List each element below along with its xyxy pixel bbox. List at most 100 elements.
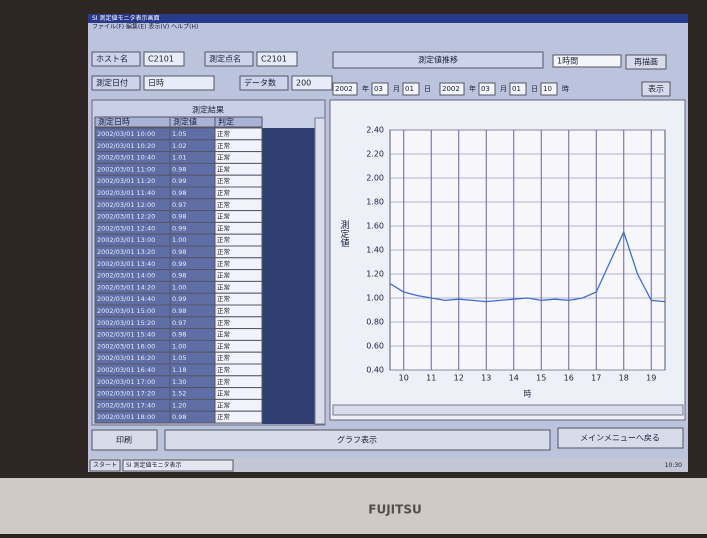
y-tick-label: 1.80 [366, 198, 384, 207]
table-cell-text: 0.99 [172, 177, 186, 185]
table-cell-text: 2002/03/01 18:00 [97, 413, 155, 421]
field-label: ホスト名 [96, 54, 128, 64]
graph-title: 測定値推移 [418, 55, 458, 65]
table-cell-text: 2002/03/01 15:00 [97, 307, 155, 315]
print-button-text: 印刷 [116, 436, 132, 445]
date-spin-text: 2002 [335, 85, 353, 93]
table-cell-text: 0.98 [172, 189, 186, 197]
table-title: 測定結果 [192, 105, 224, 115]
clock: 10:30 [665, 462, 682, 469]
table-cell-text: 2002/03/01 13:20 [97, 248, 155, 256]
table-cell-text: 2002/03/01 11:20 [97, 177, 155, 185]
window-title: SI 測定値モニタ表示画面 [92, 14, 160, 22]
table-cell-text: 正常 [217, 176, 230, 185]
table-cell-text: 正常 [217, 129, 230, 138]
x-tick-label: 11 [426, 374, 436, 383]
table-cell-text: 2002/03/01 10:00 [97, 130, 155, 138]
y-tick-label: 0.40 [366, 366, 384, 375]
x-tick-label: 10 [399, 374, 409, 383]
table-cell-text: 正常 [217, 223, 230, 232]
field-label: 測定日付 [96, 78, 128, 88]
table-cell-text: 0.98 [172, 307, 186, 315]
table-cell-text: 0.98 [172, 213, 186, 221]
y-tick-label: 2.00 [366, 174, 384, 183]
table-cell-text: 正常 [217, 259, 230, 268]
back-button-text: メインメニューへ戻る [580, 433, 660, 443]
table-cell-text: 1.18 [172, 366, 186, 374]
table-cell-text: 正常 [217, 365, 230, 374]
x-tick-label: 19 [646, 374, 656, 383]
table-cell-text: 1.52 [172, 390, 186, 398]
field-label: データ数 [244, 78, 276, 88]
v-scrollbar[interactable] [315, 118, 325, 424]
table-cell-text: 1.05 [172, 354, 186, 362]
table-cell-text: 1.20 [172, 401, 186, 409]
table-cell-text: 2002/03/01 13:00 [97, 236, 155, 244]
table-cell-text: 0.98 [172, 272, 186, 280]
table-cell-text: 正常 [217, 200, 230, 209]
table-cell-text: 2002/03/01 11:00 [97, 165, 155, 173]
title-bar [88, 14, 688, 23]
table-cell-text: 2002/03/01 11:40 [97, 189, 155, 197]
table-cell-text: 2002/03/01 10:20 [97, 142, 155, 150]
table-cell-text: 正常 [217, 389, 230, 398]
table-cell-text: 0.99 [172, 224, 186, 232]
photo: SI 測定値モニタ表示画面ファイル(F) 編集(E) 表示(V) ヘルプ(H) ホ… [0, 0, 707, 534]
x-tick-label: 14 [509, 374, 519, 383]
date-spin-text: 10 [543, 85, 552, 93]
column-header-text: 測定日時 [98, 117, 130, 127]
table-cell-text: 2002/03/01 14:20 [97, 283, 155, 291]
task-button-text: SI 測定値モニタ表示 [126, 461, 182, 469]
table-cell-text: 2002/03/01 10:40 [97, 154, 155, 162]
x-tick-label: 15 [536, 374, 546, 383]
table-cell-text: 2002/03/01 16:20 [97, 354, 155, 362]
date-spin-text: 2002 [442, 85, 460, 93]
table-cell-text: 正常 [217, 141, 230, 150]
table-cell-text: 0.99 [172, 295, 186, 303]
table-cell-text: 1.05 [172, 130, 186, 138]
table-cell-text: 2002/03/01 17:20 [97, 390, 155, 398]
table-cell-text: 正常 [217, 341, 230, 350]
table-cell-text: 正常 [217, 282, 230, 291]
table-cell-text: 0.98 [172, 413, 186, 421]
table-cell-text: 正常 [217, 235, 230, 244]
table-cell-text: 正常 [217, 330, 230, 339]
date-spin-text: 01 [405, 85, 414, 93]
table-cell-text: 正常 [217, 188, 230, 197]
table-cell-text: 2002/03/01 15:20 [97, 319, 155, 327]
show-button-text: 表示 [648, 84, 664, 94]
date-unit: 年 [362, 84, 369, 93]
table-cell-text: 0.98 [172, 165, 186, 173]
date-unit: 日 [424, 85, 431, 93]
table-cell-text: 正常 [217, 318, 230, 327]
date-spin-text: 01 [512, 85, 521, 93]
field-label: 測定点名 [209, 54, 241, 64]
y-axis-title: 測定値 [339, 219, 350, 248]
table-cell-text: 0.99 [172, 260, 186, 268]
x-tick-label: 16 [564, 374, 574, 383]
table-cell-text: 2002/03/01 14:40 [97, 295, 155, 303]
column-header-text: 判定 [218, 117, 234, 127]
date-spin-text: 03 [481, 85, 490, 93]
table-cell-text: 1.00 [172, 283, 186, 291]
date-unit: 月 [500, 85, 507, 93]
table-cell-text: 2002/03/01 12:20 [97, 213, 155, 221]
start-button-text: スタート [93, 461, 117, 469]
table-cell-text: 2002/03/01 12:40 [97, 224, 155, 232]
brand: FUJITSU [368, 503, 421, 517]
date-unit: 月 [393, 85, 400, 93]
x-tick-label: 17 [591, 374, 601, 383]
x-tick-label: 12 [454, 374, 464, 383]
table-cell-text: 0.97 [172, 201, 186, 209]
table-cell-text: 2002/03/01 14:00 [97, 272, 155, 280]
redraw-button-text: 再描画 [634, 57, 658, 67]
table-cell-text: 正常 [217, 247, 230, 256]
table-cell-text: 1.02 [172, 142, 186, 150]
date-spin-text: 03 [374, 85, 383, 93]
range-select-text: 1時間 [557, 57, 578, 66]
h-scrollbar[interactable] [333, 405, 683, 415]
table-cell-text: 2002/03/01 13:40 [97, 260, 155, 268]
table-cell-text: 1.00 [172, 342, 186, 350]
menu-bar: ファイル(F) 編集(E) 表示(V) ヘルプ(H) [92, 23, 198, 31]
table-cell-text: 正常 [217, 353, 230, 362]
